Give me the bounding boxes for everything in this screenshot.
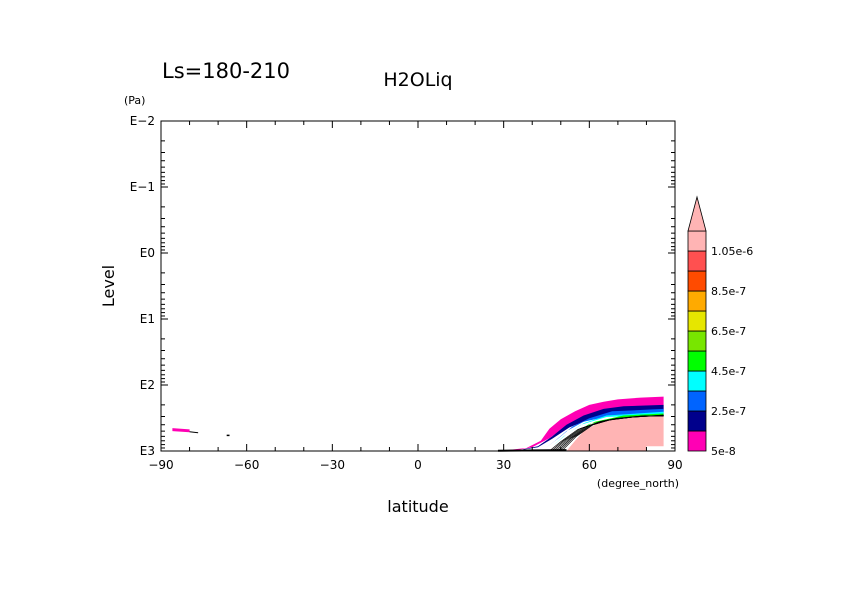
plot-frame bbox=[160, 120, 676, 452]
contour-region-1 bbox=[515, 404, 664, 451]
x-tick-label: 0 bbox=[414, 458, 422, 472]
legend-level-label: 2.5e-7 bbox=[711, 405, 746, 418]
contour-region-3 bbox=[552, 411, 664, 447]
legend-swatch-1 bbox=[687, 410, 707, 432]
legend-swatch-3 bbox=[687, 370, 707, 392]
chart-title: H2OLiq bbox=[383, 69, 452, 91]
y-axis-label: Level bbox=[99, 265, 118, 307]
contour-region-5 bbox=[566, 416, 664, 451]
contour-line-south bbox=[189, 431, 199, 434]
legend-swatch-9 bbox=[687, 250, 707, 272]
legend-level-label: 6.5e-7 bbox=[711, 325, 746, 338]
x-tick-label: −90 bbox=[148, 458, 173, 472]
legend-swatch-7 bbox=[687, 290, 707, 312]
axis-ticks: −90 −60 −30 0 30 60 90 E−2 E−1 E0 E1 E2 E3 bbox=[130, 114, 683, 472]
chart-subtitle: Ls=180-210 bbox=[162, 59, 290, 83]
legend-swatch-10 bbox=[687, 230, 707, 252]
legend-level-label: 4.5e-7 bbox=[711, 365, 746, 378]
x-tick-label: 60 bbox=[582, 458, 597, 472]
y-tick-label: E−2 bbox=[130, 114, 155, 128]
contour-line-6 bbox=[561, 415, 664, 452]
contour-region-6 bbox=[172, 428, 190, 433]
y-tick-label: E1 bbox=[140, 312, 155, 326]
legend-swatch-2 bbox=[687, 390, 707, 412]
legend-swatch-5 bbox=[687, 330, 707, 352]
x-axis-unit: (degree_north) bbox=[597, 477, 679, 490]
legend-level-label: 5e-8 bbox=[711, 445, 736, 458]
x-tick-label: 90 bbox=[667, 458, 682, 472]
legend-swatch-6 bbox=[687, 310, 707, 332]
legend-level-label: 1.05e-6 bbox=[711, 245, 753, 258]
legend-level-label: 8.5e-7 bbox=[711, 285, 746, 298]
legend-swatch-4 bbox=[687, 350, 707, 372]
x-axis-label: latitude bbox=[387, 497, 448, 516]
x-tick-label: −60 bbox=[234, 458, 259, 472]
y-tick-label: E−1 bbox=[130, 180, 155, 194]
plot-frame-rect bbox=[160, 120, 676, 452]
legend-extend-arrow bbox=[687, 195, 707, 232]
x-tick-label: 30 bbox=[496, 458, 511, 472]
y-tick-label: E2 bbox=[140, 378, 155, 392]
legend-swatch-0 bbox=[687, 430, 707, 452]
x-tick-label: −30 bbox=[320, 458, 345, 472]
y-axis-unit: (Pa) bbox=[124, 94, 145, 107]
contour-fields bbox=[172, 396, 664, 451]
y-tick-label: E3 bbox=[140, 444, 155, 458]
color-legend: 5e-8 2.5e-7 4.5e-7 6.5e-7 8.5e-7 1.05e-6 bbox=[687, 195, 753, 458]
y-tick-label: E0 bbox=[140, 246, 155, 260]
legend-swatch-8 bbox=[687, 270, 707, 292]
